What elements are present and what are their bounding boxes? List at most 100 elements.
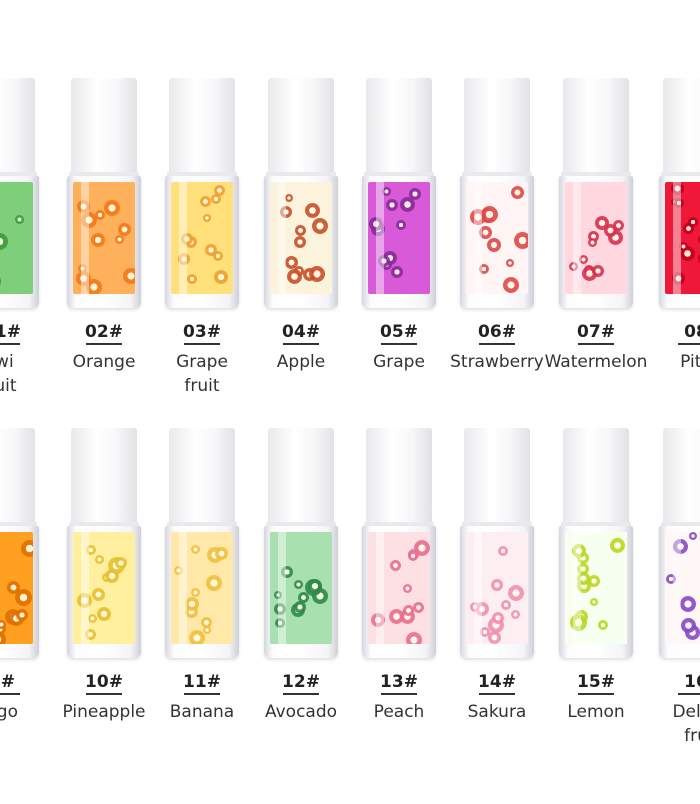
bottle: [559, 526, 633, 658]
product-name: iwiruit: [0, 352, 17, 396]
product-name: Grape fruit: [176, 352, 228, 396]
product-name: Strawberry: [450, 352, 544, 372]
fruit-slice: [287, 269, 302, 284]
fruit-slice: [294, 601, 306, 613]
fruit-slice: [389, 609, 404, 624]
fruit-slice: [15, 215, 24, 224]
fruit-slice: [492, 612, 504, 624]
fruit-slice: [674, 198, 684, 208]
fruit-slice: [0, 233, 8, 250]
product-number: 08: [684, 322, 700, 342]
liquid: [368, 182, 430, 294]
product-number: 11#: [183, 672, 221, 692]
fruit-slice: [312, 218, 328, 234]
fruit-slice: [613, 220, 624, 231]
product-name: Sakura: [467, 702, 527, 722]
bottle: [67, 526, 141, 658]
fruit-slice: [104, 200, 120, 216]
fruit-slice: [480, 627, 490, 637]
product-number: 16: [684, 672, 700, 692]
fruit-slice: [503, 277, 519, 293]
fruit-slice: [185, 597, 199, 611]
product-number: 02#: [85, 322, 123, 342]
bottle: [67, 176, 141, 308]
liquid: [0, 182, 33, 294]
fruit-slice: [86, 279, 102, 294]
fruit-slice: [285, 256, 298, 269]
bottle: [0, 176, 39, 308]
fruit-slice: [95, 210, 105, 220]
fruit-slice: [181, 233, 193, 245]
fruit-slice: [479, 226, 492, 239]
fruit-slice: [200, 196, 211, 207]
fruit-slice: [213, 251, 223, 261]
product-number: 07#: [577, 322, 615, 342]
fruit-slice: [105, 569, 119, 583]
bottle: [659, 526, 700, 658]
fruit-slice: [386, 199, 398, 211]
fruit-slice: [309, 266, 325, 282]
product-number: 06#: [478, 322, 516, 342]
product-number: 12#: [282, 672, 320, 692]
liquid: [466, 182, 528, 294]
fruit-slice: [285, 194, 293, 202]
product-name: Pineapple: [62, 702, 146, 722]
fruit-slice: [206, 575, 222, 591]
bottle-cap: [268, 78, 334, 174]
fruit-slice: [588, 231, 599, 242]
product-number: 03#: [183, 322, 221, 342]
bottle-cap: [663, 428, 700, 524]
fruit-slice: [187, 274, 197, 284]
bottle-cap: [268, 428, 334, 524]
bottle-cap: [464, 428, 530, 524]
fruit-slice: [305, 203, 320, 218]
bottle-cap: [0, 78, 35, 174]
fruit-slice: [369, 217, 383, 231]
fruit-slice: [215, 547, 228, 560]
fruit-slice: [115, 235, 124, 244]
fruit-slice: [118, 223, 131, 236]
fruit-slice: [396, 220, 406, 230]
product-name: Pita: [680, 352, 700, 372]
bottle: [264, 526, 338, 658]
product-name: Watermelon: [544, 352, 648, 372]
bottle-cap: [563, 78, 629, 174]
fruit-slice: [92, 588, 105, 601]
product-name: Avocado: [264, 702, 338, 722]
fruit-slice: [666, 574, 676, 584]
fruit-slice: [406, 632, 422, 644]
fruit-slice: [698, 235, 700, 244]
fruit-slice: [577, 572, 590, 585]
fruit-slice: [610, 538, 625, 553]
fruit-slice: [590, 598, 598, 606]
fruit-slice: [294, 580, 303, 589]
product-name: Peach: [373, 702, 425, 722]
fruit-slice: [274, 591, 282, 599]
liquid: [0, 532, 33, 644]
liquid: [73, 532, 135, 644]
fruit-slice: [95, 555, 104, 564]
fruit-slice: [672, 272, 685, 285]
fruit-slice: [511, 610, 520, 619]
liquid: [171, 182, 233, 294]
fruit-slice: [295, 225, 306, 236]
bottle-cap: [169, 78, 235, 174]
bottle: [362, 176, 436, 308]
fruit-slice: [211, 194, 221, 204]
bottle: [559, 176, 633, 308]
fruit-slice: [569, 262, 578, 271]
fruit-slice: [673, 539, 688, 554]
product-number: 10#: [85, 672, 123, 692]
fruit-slice: [414, 540, 430, 556]
bottle: [264, 176, 338, 308]
liquid: [171, 532, 233, 644]
fruit-slice: [514, 232, 528, 249]
fruit-slice: [274, 603, 286, 615]
fruit-slice: [85, 629, 96, 640]
fruit-slice: [15, 589, 32, 606]
fruit-slice: [688, 217, 698, 227]
fruit-slice: [592, 265, 604, 277]
product-number: 15#: [577, 672, 615, 692]
fruit-slice: [689, 532, 697, 540]
fruit-slice: [123, 268, 135, 284]
